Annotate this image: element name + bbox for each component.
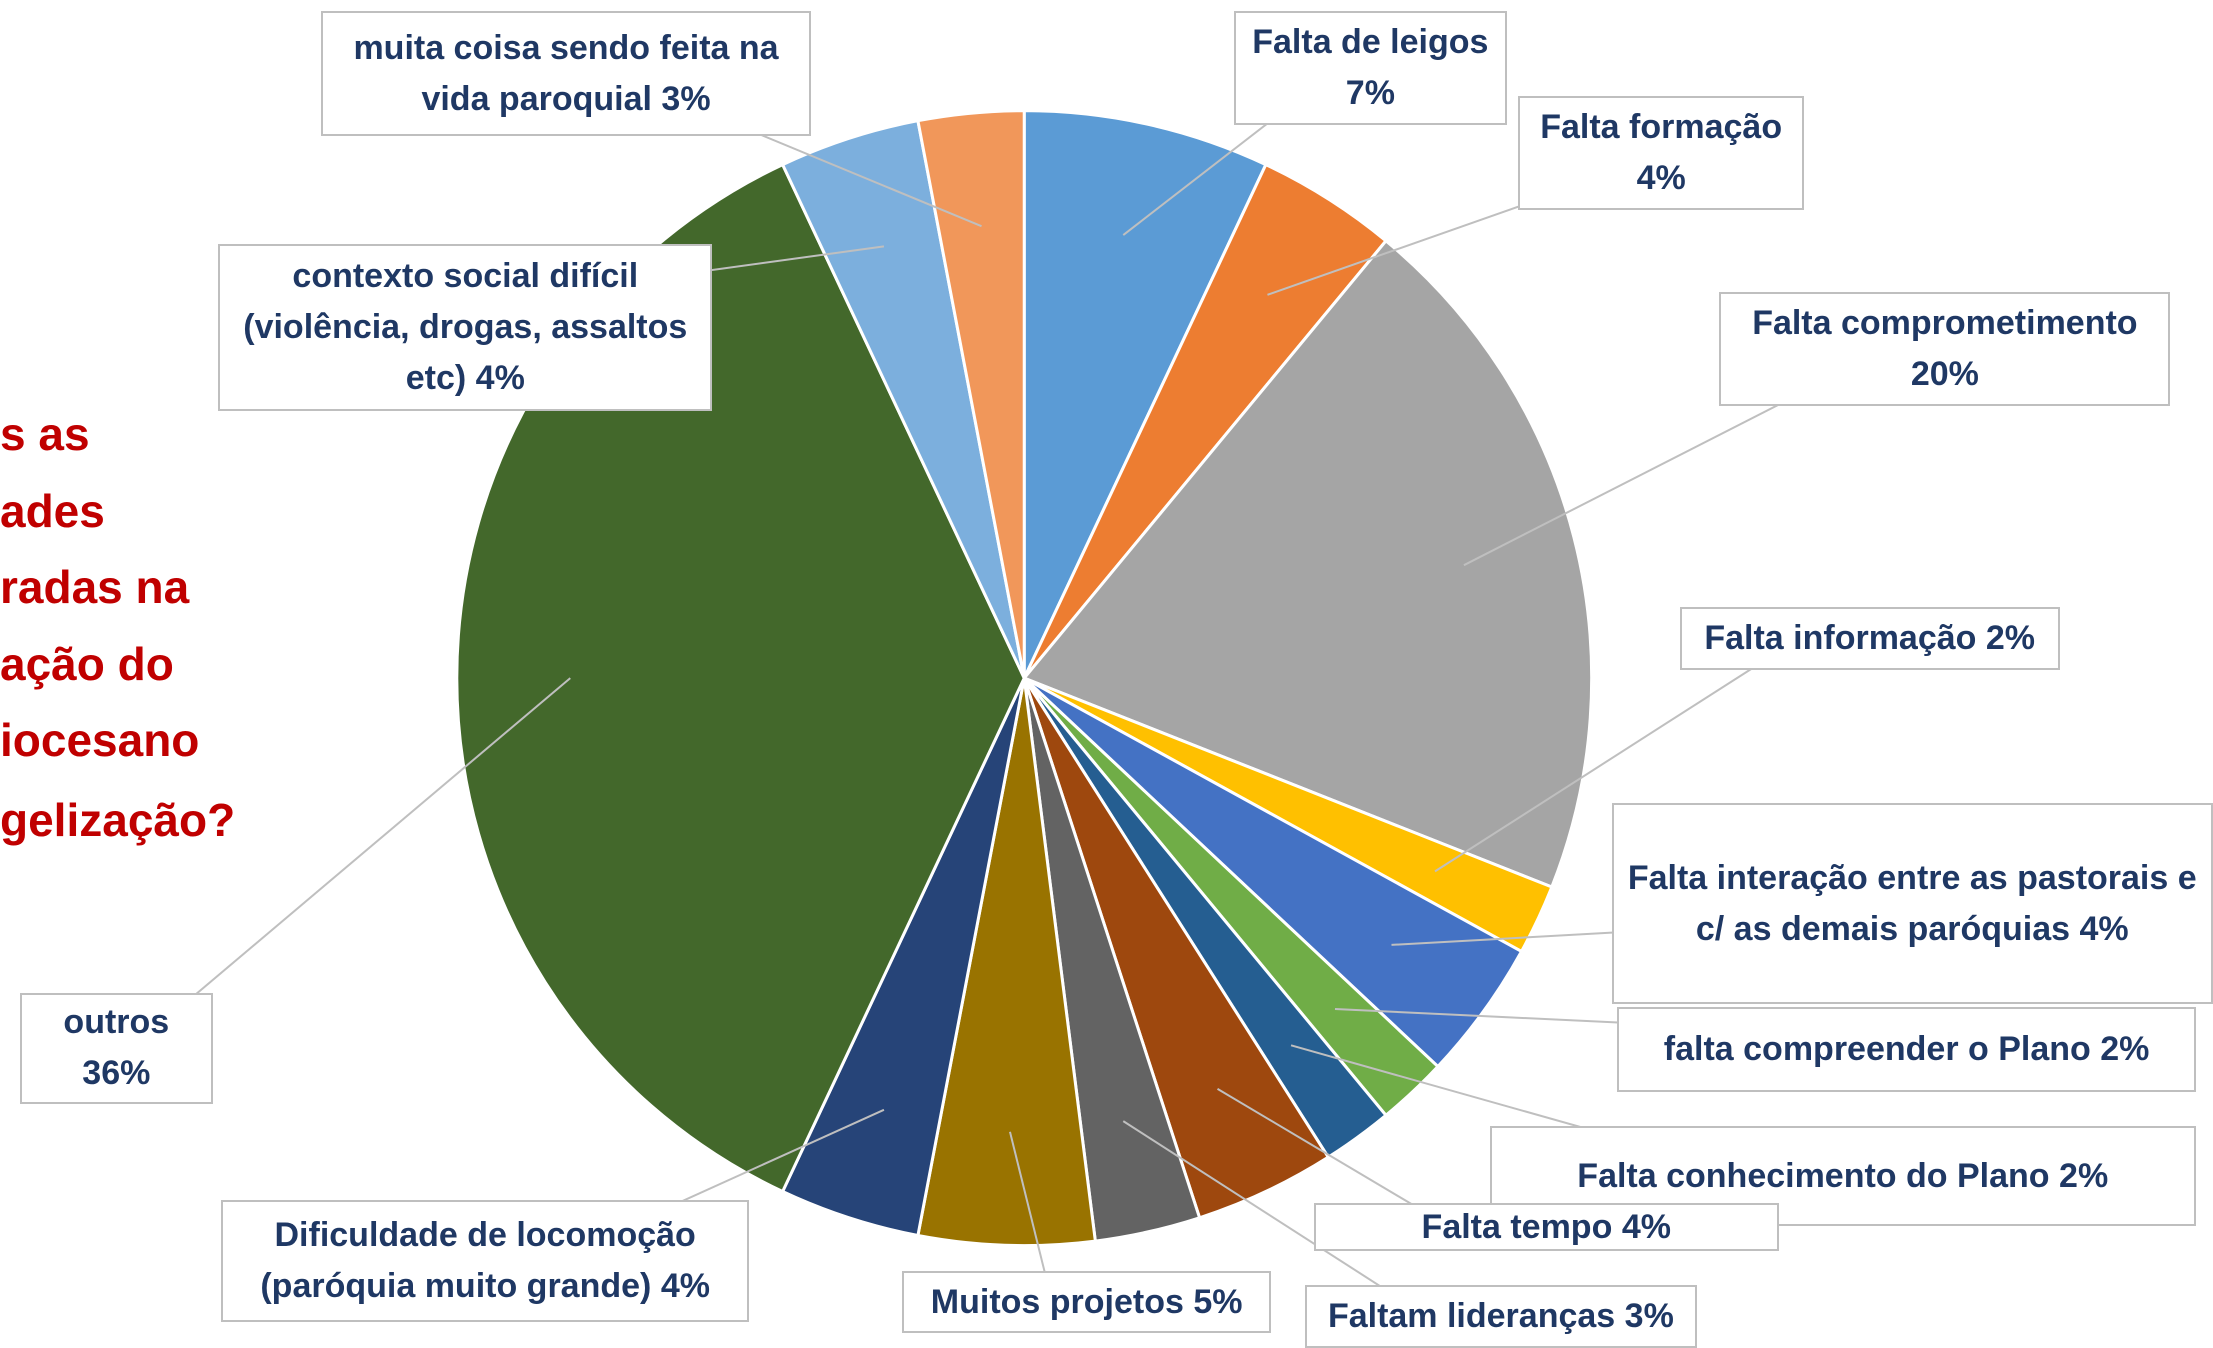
leader-line <box>1122 1120 1404 1302</box>
category-label: muita coisa sendo feita na vida paroquia… <box>353 28 779 118</box>
pie-slice <box>1022 109 1268 679</box>
data-label: Dificuldade de locomoção (paróquia muito… <box>221 1200 750 1323</box>
pie-slice <box>916 677 1098 1247</box>
category-label: Falta formação <box>1540 108 1783 147</box>
data-label: muita coisa sendo feita na vida paroquia… <box>320 11 812 137</box>
chart-title: iocesano <box>0 714 200 767</box>
data-label: Muitos projetos 5% <box>902 1271 1272 1334</box>
chart-title: gelização? <box>0 793 236 846</box>
data-label: outros 36% <box>19 993 213 1104</box>
leader-line <box>1434 653 1776 873</box>
value-label: 20% <box>1910 354 1979 393</box>
data-label: Faltam lideranças 3% <box>1305 1285 1697 1348</box>
value-label: 2% <box>2059 1156 2109 1195</box>
category-label: Muitos projetos <box>930 1282 1184 1321</box>
value-label: 3% <box>1624 1296 1674 1335</box>
category-label: falta compreender o Plano <box>1663 1030 2091 1069</box>
value-label: 2% <box>2100 1030 2150 1069</box>
chart-title: radas na <box>0 561 190 614</box>
category-label: Falta conhecimento do Plano <box>1577 1156 2050 1195</box>
chart-title: ades <box>0 484 105 537</box>
category-label: Falta interação entre as pastorais e c/ … <box>1627 858 2197 948</box>
value-label: 36% <box>82 1054 151 1093</box>
category-label: Faltam lideranças <box>1327 1296 1616 1335</box>
leader-line <box>163 677 571 1022</box>
category-label: contexto social difícil (violência, drog… <box>243 257 688 398</box>
leader-line <box>1463 376 1833 567</box>
value-label: 4% <box>1621 1207 1671 1246</box>
leader-line <box>1008 1131 1050 1287</box>
data-label: contexto social difícil (violência, drog… <box>218 243 713 412</box>
data-label: Falta tempo 4% <box>1313 1202 1779 1252</box>
value-label: 4% <box>2079 909 2129 948</box>
value-label: 5% <box>1193 1282 1243 1321</box>
data-label: Falta comprometimento 20% <box>1719 292 2171 406</box>
category-label: Falta comprometimento <box>1752 303 2138 342</box>
data-label: Falta informação 2% <box>1679 607 2060 670</box>
category-label: Falta informação <box>1704 618 1977 657</box>
value-label: 4% <box>1636 159 1686 198</box>
data-label: falta compreender o Plano 2% <box>1617 1007 2196 1093</box>
category-label: Dificuldade de locomoção (paróquia muito… <box>260 1216 696 1306</box>
data-label: Falta interação entre as pastorais e c/ … <box>1611 802 2213 1005</box>
data-label: Falta de leigos 7% <box>1234 11 1507 125</box>
value-label: 4% <box>660 1267 710 1306</box>
category-label: outros <box>63 1003 170 1042</box>
value-label: 3% <box>661 79 711 118</box>
chart-title: s as <box>0 407 90 460</box>
pie-slice <box>916 109 1026 679</box>
pie-slice <box>1021 238 1594 889</box>
leader-line <box>1217 1087 1431 1216</box>
category-label: Falta tempo <box>1421 1207 1613 1246</box>
data-label: Falta formação 4% <box>1517 96 1805 210</box>
chart-title: ação do <box>0 637 174 690</box>
value-label: 4% <box>475 359 525 398</box>
value-label: 7% <box>1345 74 1395 113</box>
value-label: 2% <box>1985 618 2036 657</box>
category-label: Falta de leigos <box>1252 23 1489 62</box>
